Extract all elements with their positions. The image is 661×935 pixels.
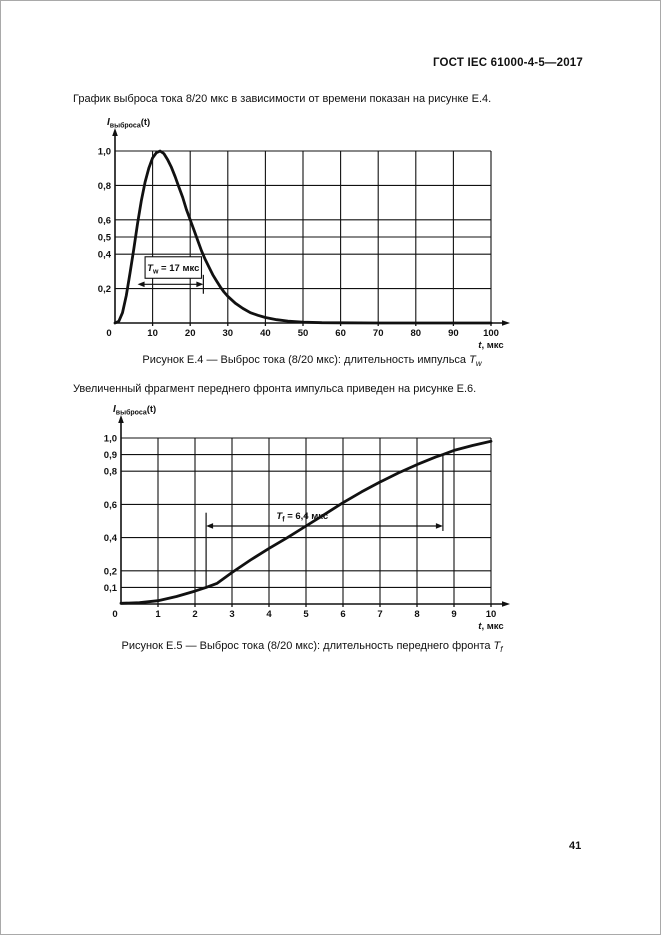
svg-text:0,9: 0,9 [104,450,117,461]
svg-text:0,4: 0,4 [104,533,118,544]
svg-text:40: 40 [260,328,271,339]
arrow-left-icon [137,281,145,288]
svg-text:1,0: 1,0 [104,434,117,445]
svg-text:50: 50 [298,328,309,339]
y-axis-label: Iвыброса(t) [113,404,156,417]
arrow-right-icon [196,281,204,288]
svg-text:70: 70 [373,328,384,339]
svg-text:10: 10 [147,328,158,339]
annotation-label: Tw = 17 мкс [147,263,199,276]
svg-text:4: 4 [266,609,272,620]
tick-labels: 0 10 20 30 40 50 60 70 80 90 100 0,2 0,4 0,5 0,6 0,8 1,0 [98,147,499,340]
svg-text:0,5: 0,5 [98,233,112,244]
y-axis-arrow-icon [118,415,124,423]
axes [118,415,510,607]
paragraph-intro-figure-e5: Увеличенный фрагмент переднего фронта им… [73,383,477,395]
svg-text:60: 60 [335,328,346,339]
svg-text:100: 100 [483,328,499,339]
x-axis-arrow-icon [502,601,510,607]
caption-e4-text: Рисунок Е.4 — Выброс тока (8/20 мкс): дл… [142,354,470,366]
svg-text:3: 3 [229,609,234,620]
svg-text:0,6: 0,6 [104,500,117,511]
curve-surge-8-20 [113,149,493,325]
annotation-label: Tf = 6,4 мкс [276,511,328,524]
svg-text:0,8: 0,8 [98,181,111,192]
arrow-left-icon [206,523,214,529]
axes [112,128,510,326]
annotation-box [144,256,203,279]
paragraph-intro-figure-e4: График выброса тока 8/20 мкс в зависимос… [73,93,492,105]
svg-text:0,4: 0,4 [98,250,112,261]
svg-text:30: 30 [223,328,234,339]
svg-text:5: 5 [303,609,309,620]
caption-e4-symbol: Tw [469,354,482,369]
page-number: 41 [569,840,582,852]
chart-figure-e5: 0 1 2 3 4 5 6 7 8 9 10 0,1 0,2 0,4 0,6 0,8 0,9 1,0 Iвыброс… [104,404,510,632]
svg-text:0: 0 [112,609,117,620]
svg-text:0,1: 0,1 [104,583,118,594]
tick-labels: 0 1 2 3 4 5 6 7 8 9 10 0,1 0,2 0,4 0,6 0,8 0,9 1,0 [104,434,497,621]
svg-text:80: 80 [411,328,422,339]
svg-text:7: 7 [377,609,382,620]
caption-figure-e4: Рисунок Е.4 — Выброс тока (8/20 мкс): дл… [1,354,623,368]
svg-text:0,8: 0,8 [104,467,117,478]
arrow-right-icon [435,523,443,529]
duration-annotation: Tw = 17 мкс [137,256,204,294]
svg-text:1,0: 1,0 [98,147,111,158]
caption-e5-text: Рисунок Е.5 — Выброс тока (8/20 мкс): дл… [121,640,494,652]
duration-annotation: Tf = 6,4 мкс [205,454,444,588]
svg-text:20: 20 [185,328,196,339]
svg-text:0,6: 0,6 [98,215,111,226]
svg-text:6: 6 [340,609,345,620]
grid-lines [115,150,492,323]
x-axis-arrow-icon [502,320,510,326]
svg-text:9: 9 [451,609,456,620]
caption-figure-e5: Рисунок Е.5 — Выброс тока (8/20 мкс): дл… [1,640,623,654]
svg-text:1: 1 [155,609,161,620]
document-header: ГОСТ IEC 61000-4-5—2017 [432,57,583,69]
svg-text:10: 10 [486,609,497,620]
svg-text:8: 8 [414,609,419,620]
y-axis-arrow-icon [112,128,118,136]
svg-text:0: 0 [106,328,111,339]
svg-text:2: 2 [192,609,197,620]
svg-text:90: 90 [448,328,459,339]
svg-text:0,2: 0,2 [98,284,111,295]
x-axis-label: t, мкс [478,340,503,351]
y-axis-label: Iвыброса(t) [107,117,150,130]
x-axis-label: t, мкс [478,621,503,632]
chart-figure-e4: 0 10 20 30 40 50 60 70 80 90 100 0,2 0,4 0,5 0,6 0,8 1,0… [98,117,510,351]
svg-text:0,2: 0,2 [104,566,117,577]
grid-lines [121,437,492,604]
caption-e5-symbol: Tf [493,640,503,655]
